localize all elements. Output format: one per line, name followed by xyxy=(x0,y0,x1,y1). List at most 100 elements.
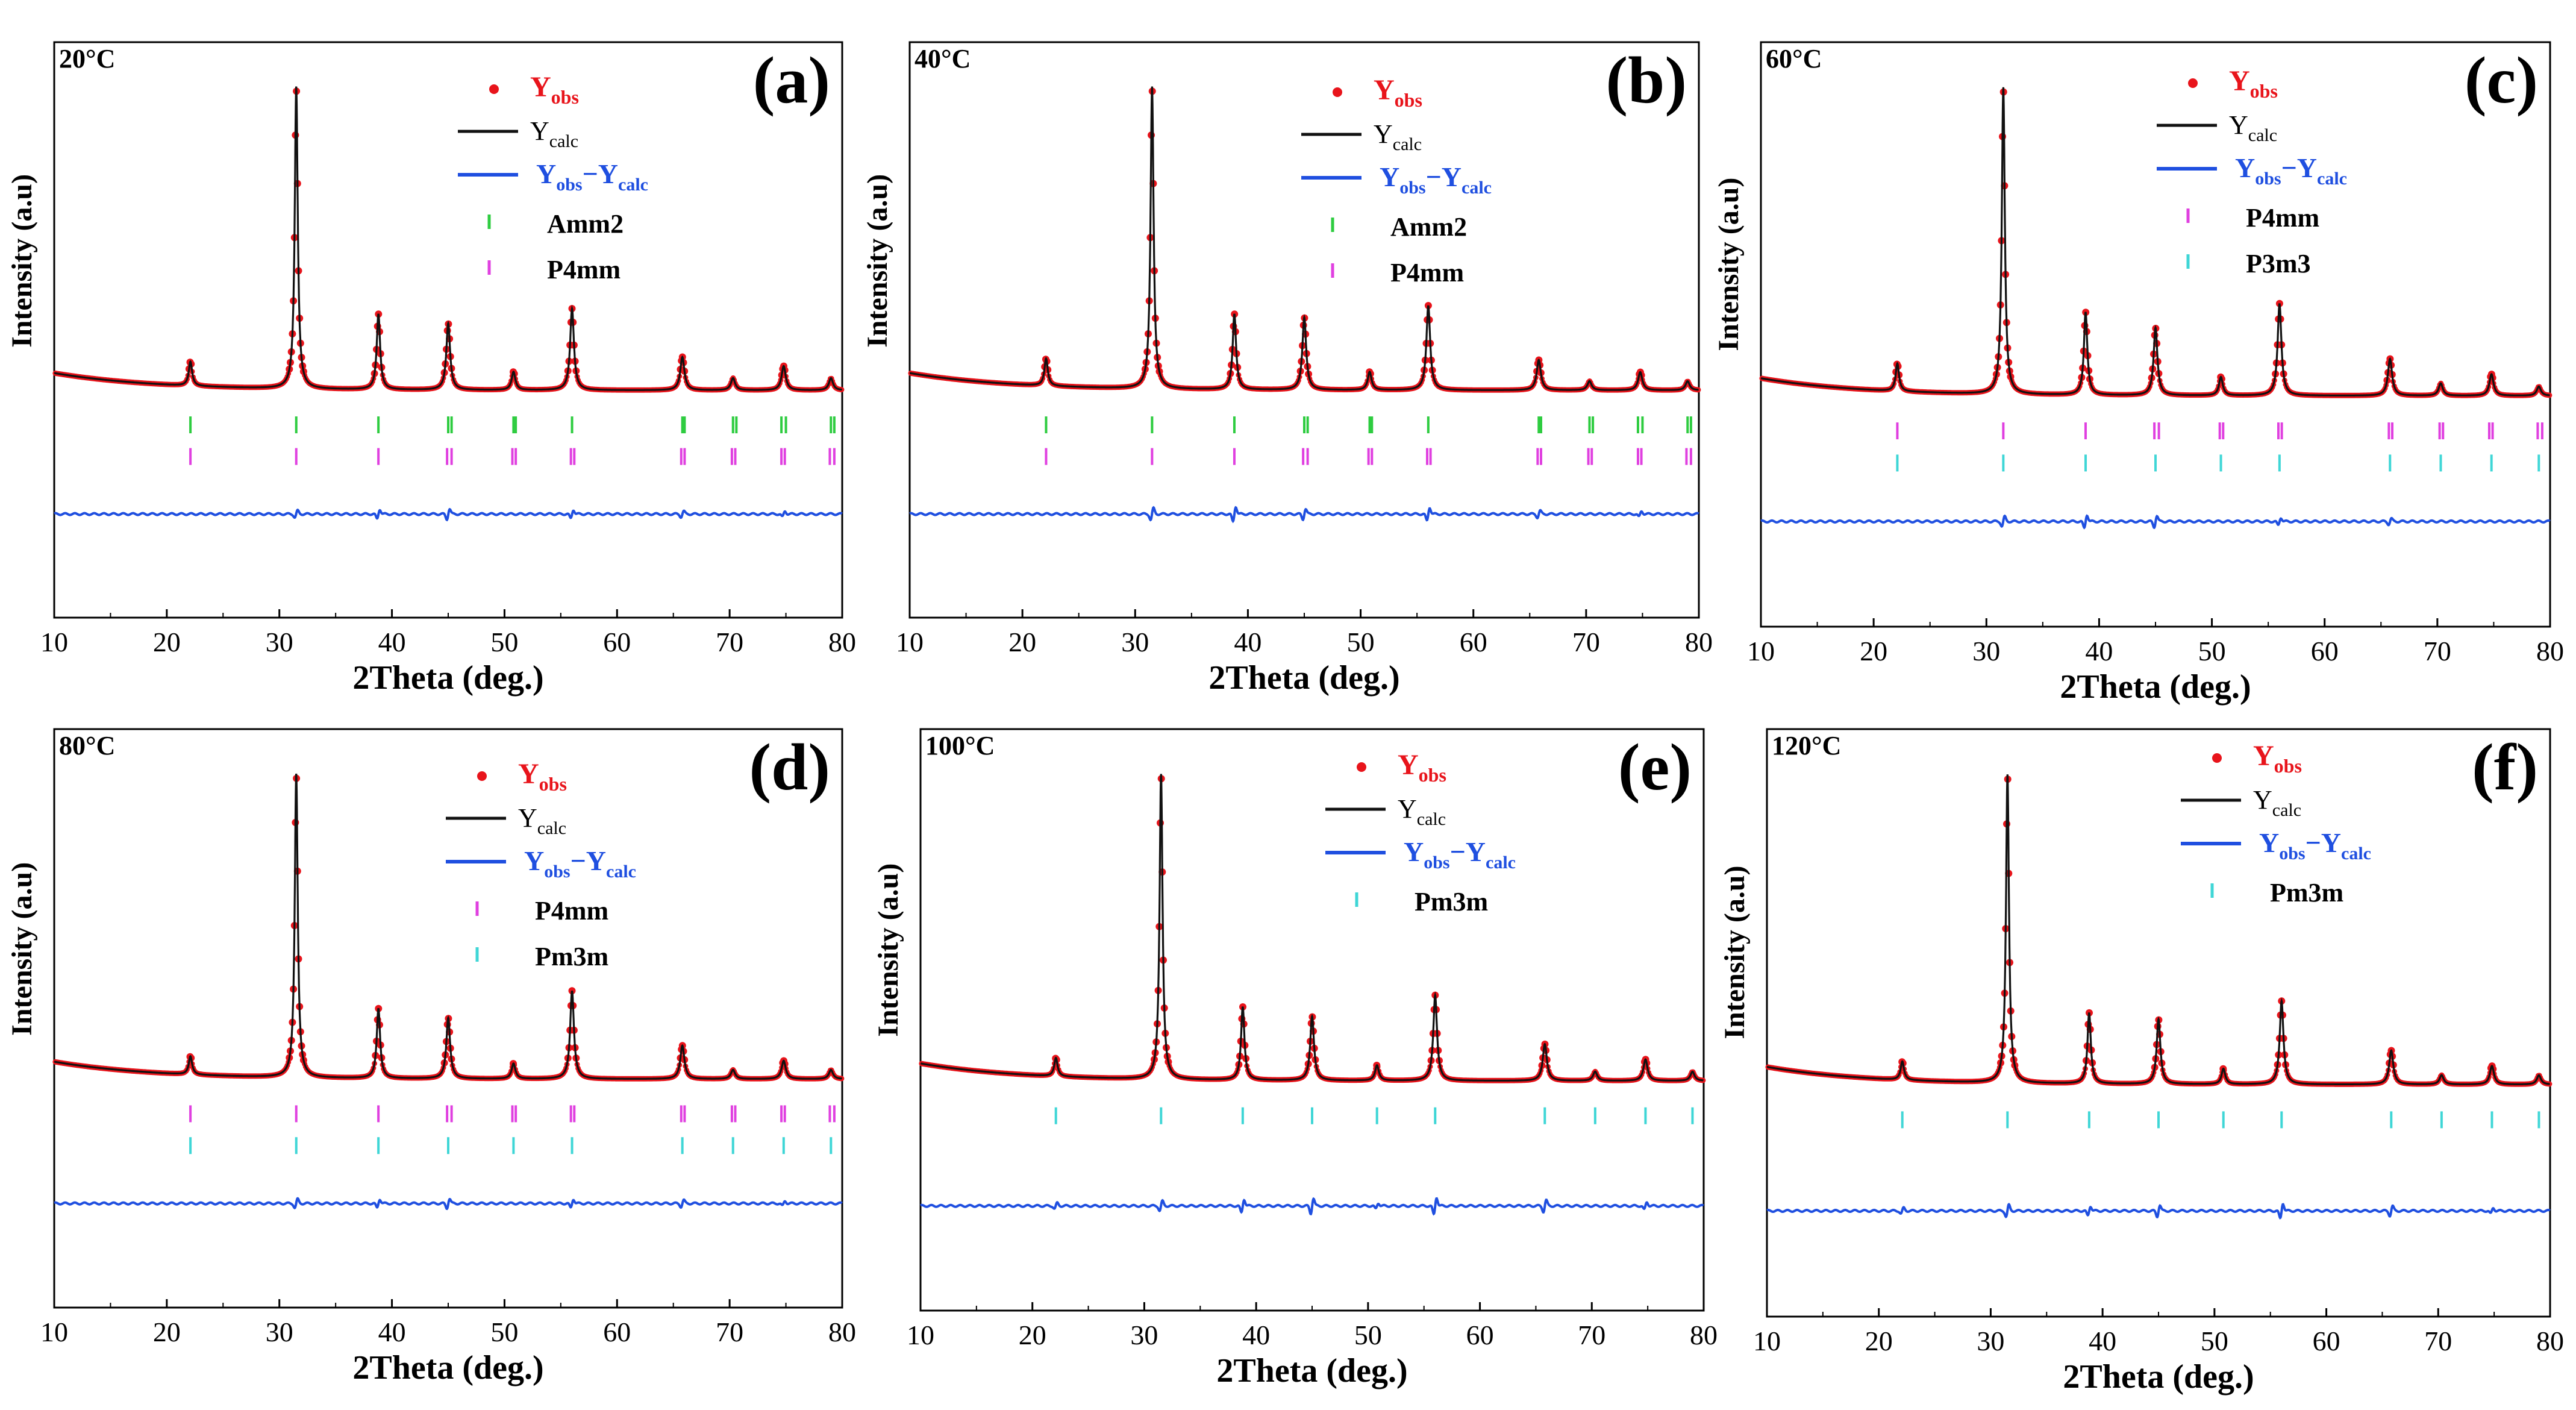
legend-obs-sub: obs xyxy=(539,773,567,795)
temperature-label: 40°C xyxy=(914,44,971,74)
legend-obs-label: Yobs xyxy=(1398,749,1446,786)
x-tick-label: 70 xyxy=(716,1317,743,1347)
legend-diff-main: Y xyxy=(1380,161,1399,192)
x-tick-label: 50 xyxy=(490,627,518,657)
legend-phase-label: P3m3 xyxy=(2246,249,2311,278)
legend-obs-marker xyxy=(477,771,487,781)
legend-diff-sub2: calc xyxy=(606,862,636,882)
reflection-ticks-p4mm xyxy=(189,1105,836,1123)
legend-diff-sub: obs xyxy=(544,862,570,882)
series-difference xyxy=(920,1197,1704,1216)
y-axis-label: Intensity (a.u) xyxy=(872,863,904,1037)
legend-obs-main: Y xyxy=(1374,74,1395,106)
x-tick-label: 50 xyxy=(1354,1320,1382,1350)
legend-obs-marker xyxy=(1333,87,1342,97)
x-tick-label: 30 xyxy=(266,627,293,657)
legend-obs-label: Yobs xyxy=(518,758,567,795)
series-difference xyxy=(1760,514,2551,530)
reflection-ticks-p4mm xyxy=(1896,422,2543,440)
legend-calc-main: Y xyxy=(2229,110,2248,140)
x-tick-label: 50 xyxy=(490,1317,518,1347)
legend-phase-label: P4mm xyxy=(535,896,608,926)
x-tick-label: 30 xyxy=(1972,636,2000,666)
x-tick-label: 60 xyxy=(2311,636,2339,666)
legend-calc-main: Y xyxy=(1374,119,1393,149)
legend-diff-label: Yobs−Ycalc xyxy=(536,158,648,195)
x-axis-label: 2Theta (deg.) xyxy=(1208,659,1399,697)
y-axis-label: Intensity (a.u) xyxy=(1719,865,1751,1039)
legend-diff-main: Y xyxy=(536,158,556,189)
x-tick-label: 30 xyxy=(1977,1326,2004,1356)
x-tick-label: 20 xyxy=(1019,1320,1046,1350)
legend-diff-mid: −Y xyxy=(583,158,618,189)
series-calculated xyxy=(54,86,843,391)
x-tick-label: 70 xyxy=(1572,627,1600,657)
temperature-label: 80°C xyxy=(59,731,115,760)
x-tick-label: 30 xyxy=(1130,1320,1158,1350)
legend-obs-label: Yobs xyxy=(2229,65,2278,102)
y-axis-label: Intensity (a.u) xyxy=(861,174,893,348)
legend-phase-label: Pm3m xyxy=(1415,887,1488,916)
x-tick-label: 10 xyxy=(907,1320,934,1350)
legend-obs-main: Y xyxy=(1398,749,1419,781)
series-observed xyxy=(919,775,1706,1083)
x-tick-label: 80 xyxy=(2536,1326,2564,1356)
plot-frame xyxy=(908,41,1700,619)
legend-obs-sub: obs xyxy=(1395,89,1422,111)
reflection-ticks-amm2 xyxy=(189,416,836,434)
reflection-ticks-amm2 xyxy=(1045,416,1692,434)
legend-phase-label: P4mm xyxy=(547,255,621,284)
x-tick-label: 20 xyxy=(1008,627,1036,657)
x-tick-label: 60 xyxy=(603,627,631,657)
x-tick-label: 10 xyxy=(40,1317,68,1347)
x-tick-label: 50 xyxy=(2201,1326,2228,1356)
legend-diff-mid: −Y xyxy=(1450,836,1486,867)
legend-obs-main: Y xyxy=(2229,65,2250,97)
x-tick-label: 50 xyxy=(2198,636,2226,666)
legend-phase-label: P4mm xyxy=(1390,258,1464,287)
series-observed xyxy=(52,774,845,1082)
x-tick-label: 50 xyxy=(1347,627,1375,657)
y-axis-label: Intensity (a.u) xyxy=(1713,178,1745,351)
x-tick-label: 80 xyxy=(828,627,856,657)
x-tick-label: 60 xyxy=(603,1317,631,1347)
legend-obs-label: Yobs xyxy=(1374,74,1422,111)
x-axis-label: 2Theta (deg.) xyxy=(1216,1352,1407,1390)
legend-phase-label: Amm2 xyxy=(547,209,624,239)
legend-calc-sub: calc xyxy=(1417,809,1446,829)
series-difference xyxy=(54,507,843,522)
x-axis-label: 2Theta (deg.) xyxy=(2063,1358,2254,1396)
x-tick-label: 80 xyxy=(1690,1320,1718,1350)
panel-label: (c) xyxy=(2465,43,2538,117)
x-tick-label: 80 xyxy=(1685,627,1713,657)
legend-diff-sub2: calc xyxy=(1462,178,1492,198)
legend-calc-label: Ycalc xyxy=(1398,794,1446,829)
legend-diff-sub: obs xyxy=(1424,853,1449,873)
panel-label: (f) xyxy=(2472,730,2538,804)
x-tick-label: 20 xyxy=(1865,1326,1893,1356)
legend-diff-sub2: calc xyxy=(2317,169,2347,189)
legend-diff-sub: obs xyxy=(2255,169,2281,189)
x-tick-label: 70 xyxy=(716,627,743,657)
reflection-ticks-p3m3 xyxy=(1896,454,2540,472)
series-observed xyxy=(1765,776,2553,1087)
legend-calc-main: Y xyxy=(530,116,549,146)
legend-diff-main: Y xyxy=(2235,152,2255,183)
y-axis-label: Intensity (a.u) xyxy=(6,174,38,348)
legend-calc-sub: calc xyxy=(537,818,566,838)
series-observed xyxy=(1759,88,2553,398)
x-tick-label: 40 xyxy=(2085,636,2113,666)
x-axis-label: 2Theta (deg.) xyxy=(352,1349,543,1386)
x-tick-label: 30 xyxy=(1121,627,1149,657)
legend-diff-main: Y xyxy=(524,845,544,876)
series-difference xyxy=(54,1197,843,1211)
panel-label: (d) xyxy=(749,730,830,804)
